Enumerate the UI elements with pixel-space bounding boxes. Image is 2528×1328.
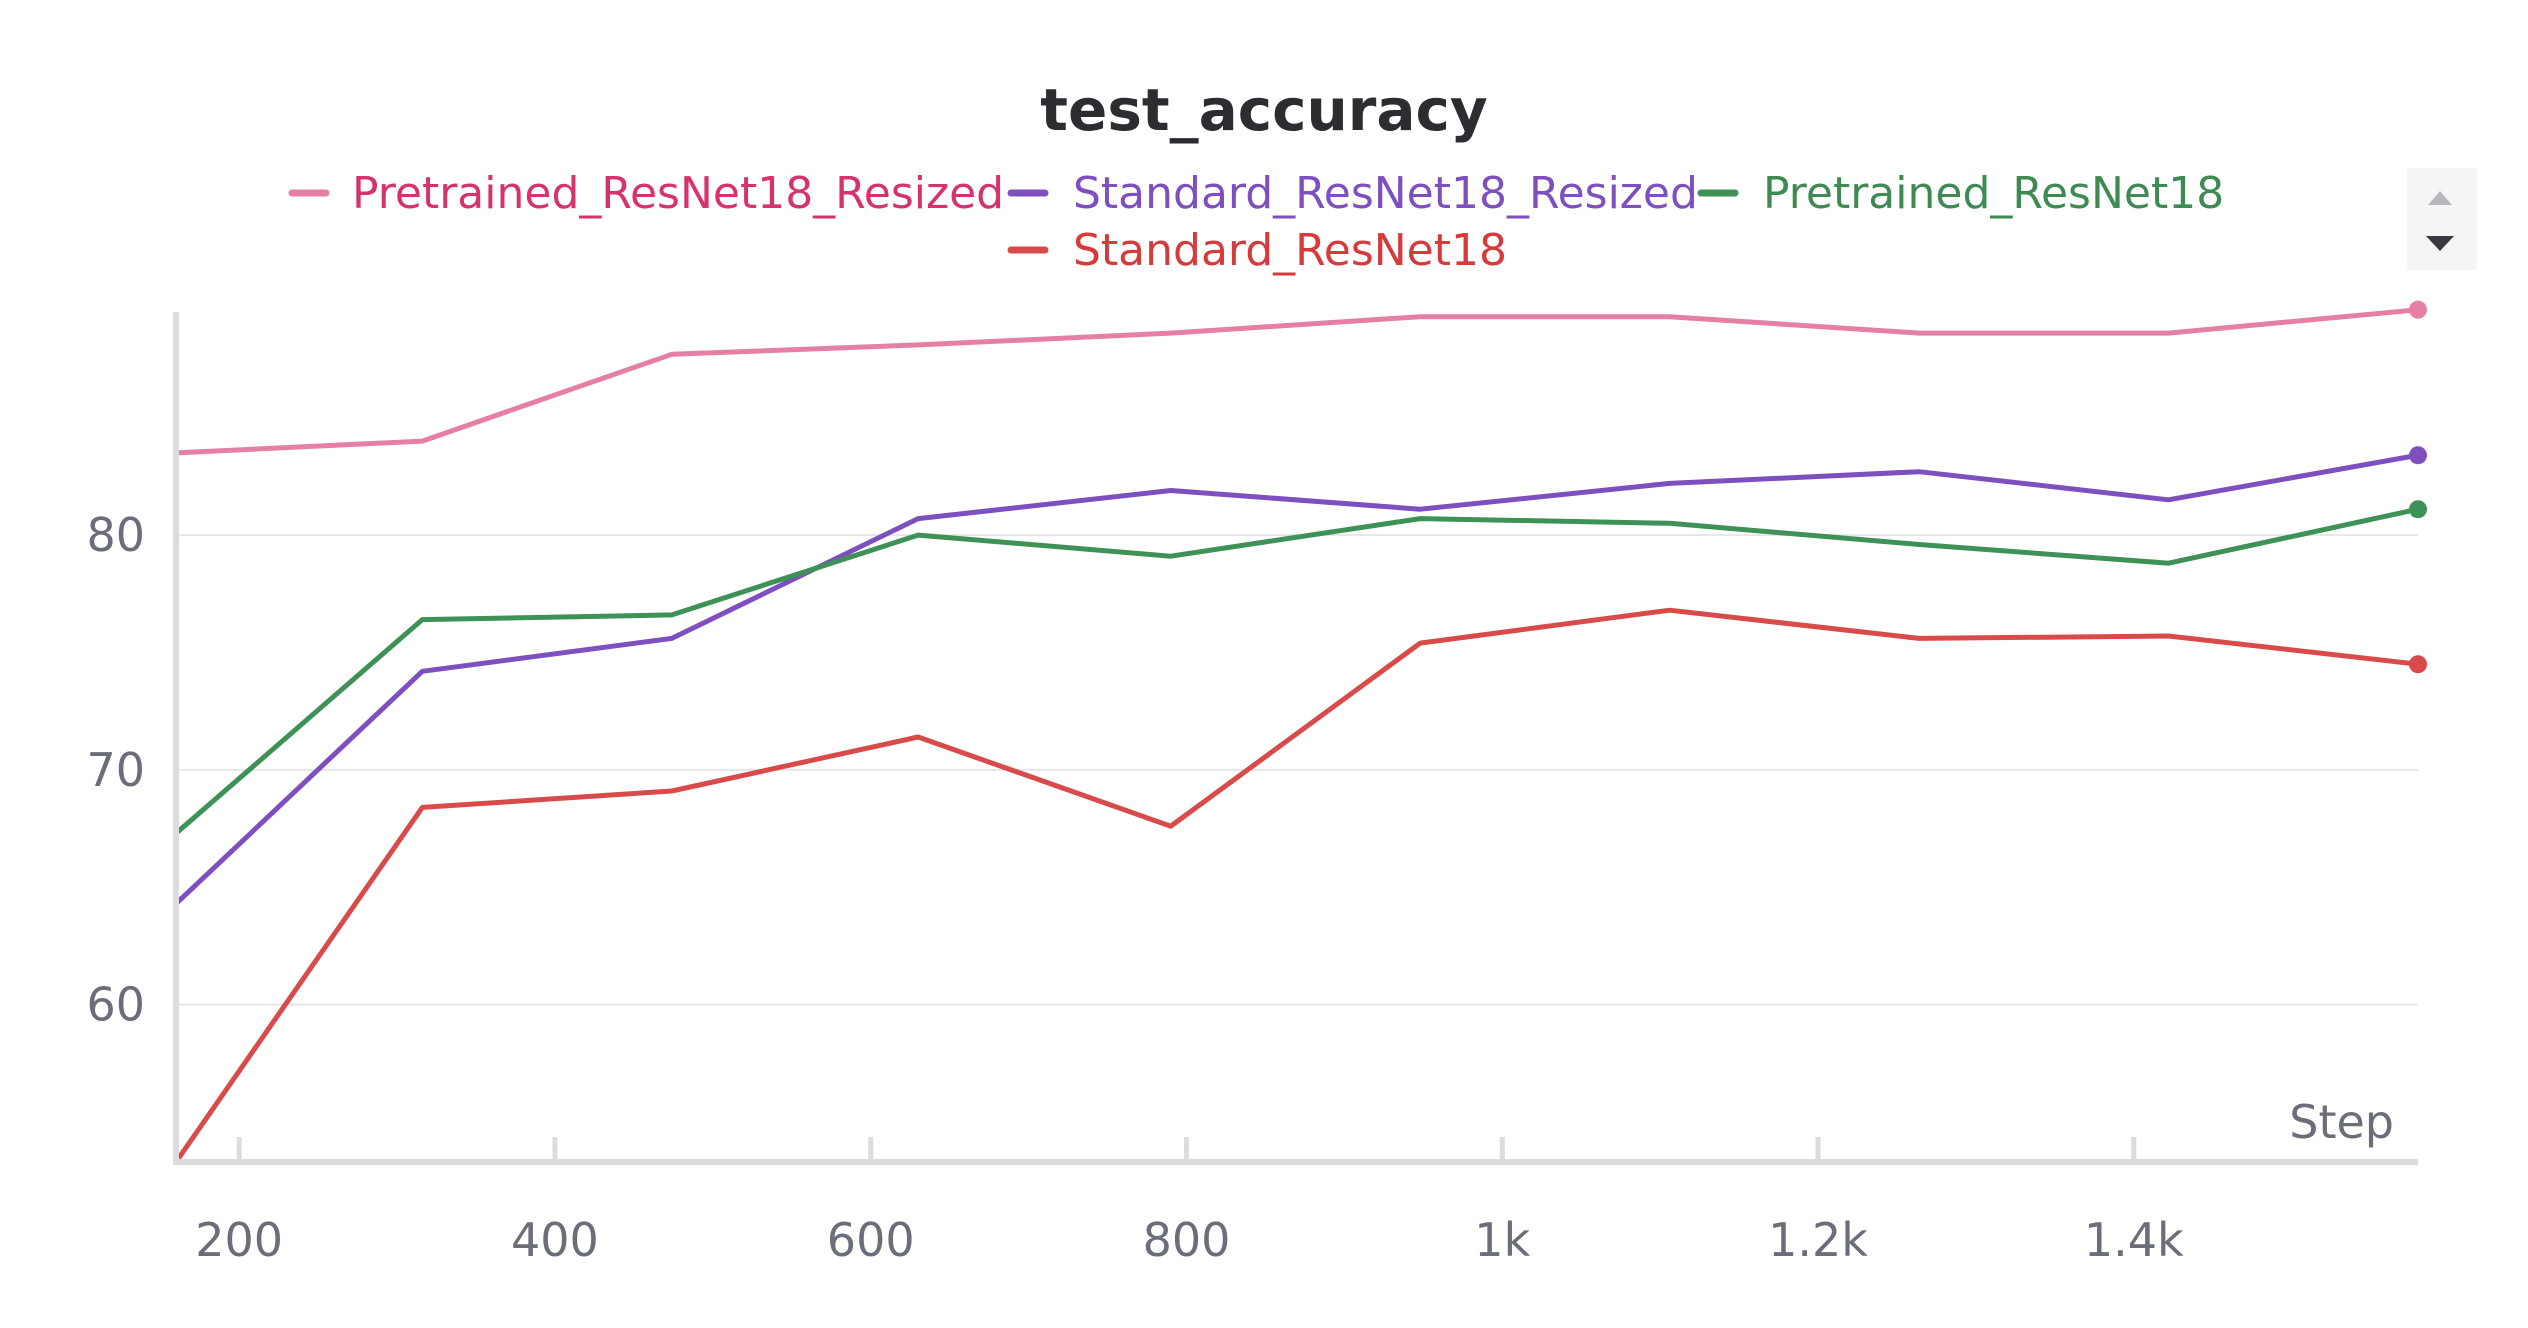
legend-item[interactable]: Standard_ResNet18_Resized	[1007, 168, 1698, 219]
series-endpoint-pretrained-resnet18-resized[interactable]	[2409, 300, 2427, 319]
y-tick-label: 80	[86, 508, 145, 562]
chart-title: test_accuracy	[1040, 76, 1487, 144]
legend-scroll-control[interactable]	[2407, 168, 2477, 270]
series-line-pretrained-resnet18-resized[interactable]	[173, 307, 2421, 456]
y-tick-label: 60	[86, 978, 145, 1032]
legend-label: Pretrained_ResNet18_Resized	[352, 168, 1004, 219]
scroll-down-icon[interactable]	[2426, 236, 2454, 251]
series-endpoint-standard-resnet18-resized[interactable]	[2409, 446, 2427, 465]
x-tick-label: 400	[511, 1213, 599, 1267]
legend-item[interactable]: Pretrained_ResNet18_Resized	[288, 168, 1004, 219]
series-endpoint-pretrained-resnet18[interactable]	[2409, 500, 2427, 519]
x-tick-label: 1.2k	[1768, 1213, 1868, 1267]
grid	[176, 534, 2418, 1006]
series-line-pretrained-resnet18[interactable]	[173, 506, 2421, 836]
legend: Pretrained_ResNet18_Resized Standard_ResN…	[288, 168, 2224, 276]
x-tick-label: 200	[195, 1213, 283, 1267]
series-endpoint-standard-resnet18[interactable]	[2409, 655, 2427, 674]
series-line-standard-resnet18-resized[interactable]	[173, 452, 2421, 907]
legend-label: Standard_ResNet18	[1073, 225, 1507, 276]
legend-label: Pretrained_ResNet18	[1763, 168, 2224, 219]
series-group	[173, 307, 2421, 1165]
y-axis-ticks: 60 70 80	[86, 508, 145, 1032]
scroll-up-icon[interactable]	[2428, 191, 2452, 205]
legend-item[interactable]: Standard_ResNet18	[1007, 225, 1507, 276]
series-endpoints	[2409, 300, 2427, 674]
series-line-standard-resnet18[interactable]	[173, 607, 2421, 1165]
x-tick-label: 800	[1143, 1213, 1231, 1267]
legend-label: Standard_ResNet18_Resized	[1073, 168, 1698, 219]
x-tick-label: 1.4k	[2084, 1213, 2184, 1267]
legend-item[interactable]: Pretrained_ResNet18	[1697, 168, 2224, 219]
x-axis-ticks: 200 400 600 800 1k 1.2k 1.4k	[195, 1137, 2184, 1267]
x-tick-label: 600	[827, 1213, 915, 1267]
x-tick-label: 1k	[1474, 1213, 1530, 1267]
y-tick-label: 70	[86, 743, 145, 797]
x-axis-label: Step	[2289, 1095, 2394, 1149]
